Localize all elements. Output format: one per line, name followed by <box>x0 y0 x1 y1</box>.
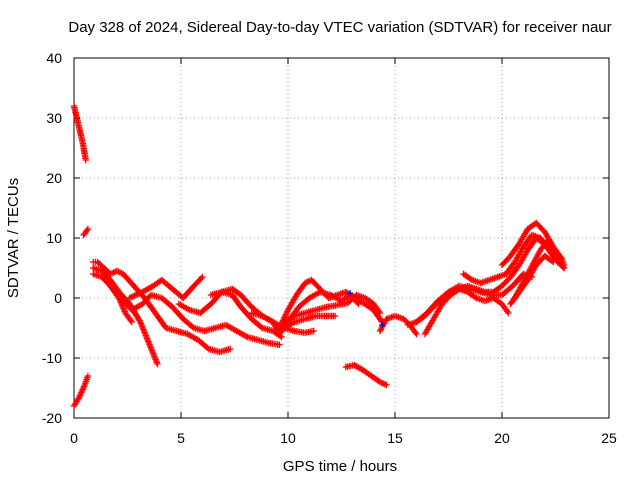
series-track-16 <box>376 312 420 338</box>
data-point <box>550 258 557 266</box>
grid-lines <box>74 58 609 418</box>
series-track-4 <box>90 258 234 356</box>
data-point <box>84 225 92 233</box>
y-tick-label: 30 <box>46 110 62 126</box>
series-track-3 <box>80 225 92 239</box>
data-point <box>310 327 317 335</box>
data-point <box>82 156 89 164</box>
x-tick-label: 5 <box>177 430 185 446</box>
y-tick-label: 40 <box>46 50 62 66</box>
data-point <box>136 317 143 324</box>
data-point <box>548 257 556 265</box>
series-track-7 <box>109 282 283 348</box>
y-tick-label: 20 <box>46 170 62 186</box>
x-tick-label: 20 <box>494 430 510 446</box>
accent-data-point <box>346 290 354 297</box>
y-axis-label: SDTVAR / TECUs <box>5 178 22 298</box>
x-axis-label: GPS time / hours <box>283 458 397 475</box>
data-point <box>505 309 512 317</box>
x-tick-label: 25 <box>601 430 617 446</box>
data-point <box>199 273 206 281</box>
data-point <box>376 309 384 317</box>
data-point <box>560 264 568 272</box>
accent-data-point <box>378 321 386 329</box>
series-track-15 <box>342 362 390 389</box>
data-point <box>197 275 205 282</box>
y-tick-label: -10 <box>42 350 62 366</box>
y-tick-label: 0 <box>54 290 62 306</box>
data-point <box>84 372 92 380</box>
data-point <box>276 341 283 348</box>
y-tick-label: -20 <box>42 410 62 426</box>
series-track-2 <box>70 372 92 410</box>
y-tick-label: 10 <box>46 230 62 246</box>
data-point <box>227 345 234 353</box>
data-point <box>383 381 390 389</box>
accent-points <box>346 290 386 329</box>
axis-ticks <box>73 57 610 419</box>
data-point <box>413 330 420 338</box>
x-tick-label: 0 <box>70 430 78 446</box>
series-track-8 <box>126 273 206 302</box>
series-track-1 <box>70 102 89 164</box>
data-points <box>70 102 568 410</box>
series-track-21 <box>498 219 568 269</box>
data-point <box>154 360 161 368</box>
data-point <box>128 318 135 326</box>
x-tick-label: 10 <box>280 430 296 446</box>
x-tick-label: 15 <box>387 430 403 446</box>
series-track-14 <box>280 312 339 332</box>
data-point <box>331 312 339 320</box>
series-track-13 <box>280 291 384 326</box>
series-track-23 <box>507 252 557 308</box>
chart-title: Day 328 of 2024, Sidereal Day-to-day VTE… <box>68 19 611 36</box>
tick-labels: 0 5 10 15 20 25 -20 -10 0 10 20 30 40 <box>42 50 617 446</box>
